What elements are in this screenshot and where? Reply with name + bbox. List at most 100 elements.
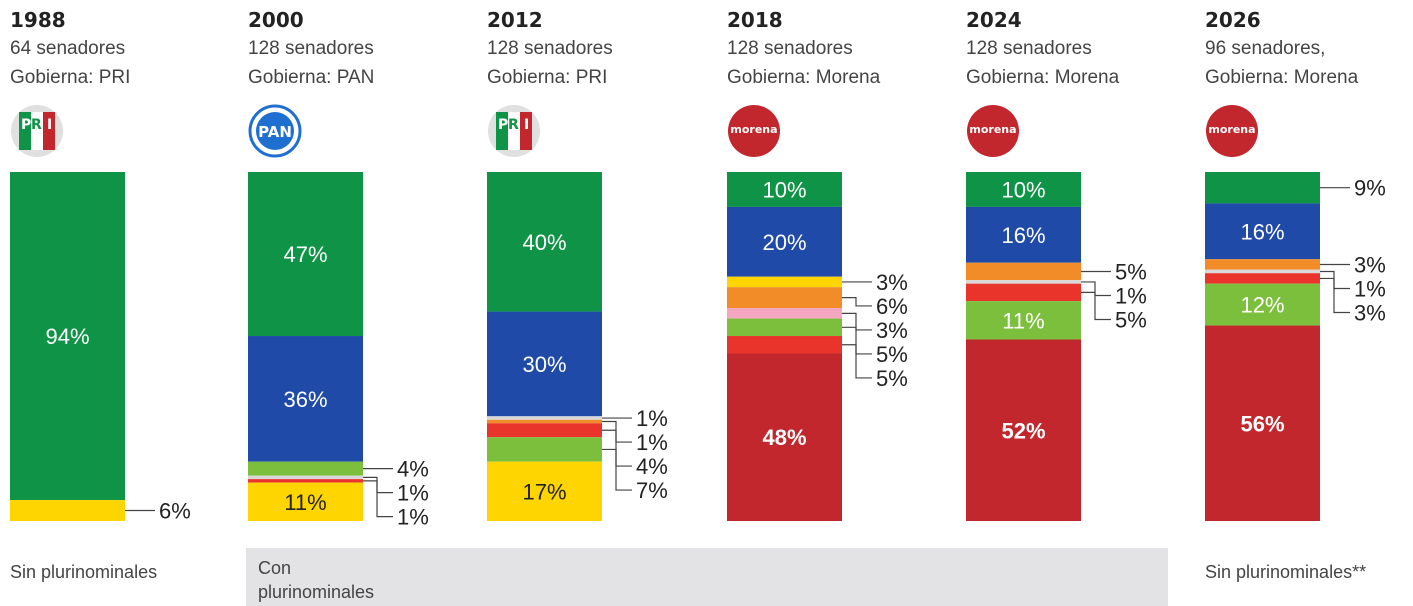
bar-segment-1988-pri — [10, 172, 125, 501]
data-label-2024-morena: 52% — [1001, 418, 1045, 443]
data-label-2012-other: 1% — [636, 406, 668, 431]
leader-line-2000-pt — [363, 480, 393, 518]
bar-segment-2000-pan — [248, 336, 363, 462]
bar-segment-2024-pan — [966, 206, 1081, 263]
bar-segment-2026-pri — [1205, 172, 1320, 204]
data-label-2024-pan: 16% — [1001, 223, 1045, 248]
bar-segment-2000-pvem — [248, 461, 363, 476]
panel-government: Gobierna: Morena — [727, 67, 881, 88]
data-label-2026-mc: 3% — [1354, 252, 1386, 277]
panel-header-1988: 1988 64 senadores Gobierna: PRI — [10, 6, 230, 92]
panel-year: 2012 — [487, 8, 543, 32]
data-label-2018-pri: 10% — [762, 177, 806, 202]
data-label-2000-pan: 36% — [283, 387, 327, 412]
bar-segment-2012-pan — [487, 311, 602, 417]
svg-text:morena: morena — [1208, 123, 1255, 136]
bar-segment-2000-pri — [248, 172, 363, 337]
leader-line-2018-mc — [842, 297, 872, 307]
data-label-2000-pvem: 4% — [397, 457, 429, 482]
data-label-2000-pri: 47% — [283, 242, 327, 267]
leader-line-2012-mc — [602, 420, 632, 443]
bar-segment-2000-prd — [248, 482, 363, 521]
data-label-2018-mc: 6% — [876, 294, 908, 319]
leader-line-2018-pvem — [842, 326, 872, 355]
data-label-2026-pvem: 12% — [1240, 293, 1284, 318]
bar-segment-2012-mc — [487, 419, 602, 424]
bar-segment-2024-pt — [966, 283, 1081, 302]
data-label-2026-pan: 16% — [1240, 219, 1284, 244]
bar-segment-2000-pt — [248, 479, 363, 483]
leader-line-2024-other — [1081, 281, 1111, 297]
bar-segment-2018-mc — [727, 287, 842, 309]
data-label-1988-prd: 6% — [159, 499, 191, 524]
bar-segment-1988-prd — [10, 500, 125, 521]
pri-logo-icon: P R I — [488, 105, 540, 157]
data-label-2012-pt: 4% — [636, 454, 668, 479]
note-sin-plurinominales-2026: Sin plurinominales** — [1205, 562, 1367, 582]
bar-segment-2018-pes — [727, 308, 842, 319]
bar-segment-2026-morena — [1205, 325, 1320, 521]
data-label-1988-pri: 94% — [45, 324, 89, 349]
bar-segment-2024-mc — [966, 262, 1081, 281]
svg-text:PAN: PAN — [258, 123, 292, 141]
panel-year: 2000 — [248, 8, 304, 32]
leader-line-2026-pt — [1320, 277, 1350, 314]
data-label-2012-pan: 30% — [522, 352, 566, 377]
leader-line-2012-pvem — [602, 448, 632, 491]
leader-line-2024-pt — [1081, 291, 1111, 321]
pan-logo-icon: PAN — [248, 104, 302, 158]
data-label-2012-pvem: 7% — [636, 478, 668, 503]
bar-segment-2012-pri — [487, 172, 602, 312]
bar-segment-2026-other — [1205, 269, 1320, 274]
bar-segment-2024-other — [966, 280, 1081, 284]
svg-text:I: I — [524, 117, 529, 133]
data-label-2018-prd: 3% — [876, 270, 908, 295]
data-label-2018-pvem: 5% — [876, 342, 908, 367]
data-label-2012-mc: 1% — [636, 430, 668, 455]
data-label-2018-pt: 5% — [876, 366, 908, 391]
bar-segment-2012-pt — [487, 423, 602, 438]
leader-line-2018-pt — [842, 344, 872, 379]
data-label-2024-pri: 10% — [1001, 177, 1045, 202]
panel-seats: 128 senadores — [487, 38, 613, 59]
leader-line-2018-pes — [842, 312, 872, 331]
plurinominales-band — [246, 548, 1168, 606]
panel-year: 2024 — [966, 8, 1022, 32]
bar-segment-2018-pan — [727, 206, 842, 277]
panel-header-2018: 2018 128 senadores Gobierna: Morena — [727, 6, 947, 92]
bar-segment-2024-pri — [966, 172, 1081, 207]
panel-government: Gobierna: PAN — [248, 67, 375, 88]
bar-segment-2024-pvem — [966, 301, 1081, 340]
panel-government: Gobierna: Morena — [1205, 67, 1359, 88]
bar-segment-2026-pt — [1205, 273, 1320, 284]
bar-segment-2018-pvem — [727, 318, 842, 337]
data-label-2024-other: 1% — [1115, 283, 1147, 308]
bar-segment-2000-other — [248, 475, 363, 480]
panel-header-2012: 2012 128 senadores Gobierna: PRI — [487, 6, 707, 92]
data-label-2026-morena: 56% — [1240, 411, 1284, 436]
bar-segment-2012-prd — [487, 461, 602, 521]
data-label-2026-other: 1% — [1354, 276, 1386, 301]
panel-seats: 64 senadores — [10, 38, 126, 59]
note-con-plurinominales: Con plurinominales — [258, 558, 375, 602]
bar-segment-2026-pvem — [1205, 283, 1320, 326]
data-label-2018-pan: 20% — [762, 230, 806, 255]
bar-segment-2024-morena — [966, 339, 1081, 521]
leader-line-2012-pt — [602, 429, 632, 467]
data-label-2018-pes: 3% — [876, 318, 908, 343]
panel-year: 2026 — [1205, 8, 1261, 32]
morena-logo-icon: morena — [1206, 105, 1258, 157]
bar-segment-2012-pvem — [487, 437, 602, 462]
bar-segment-2026-pan — [1205, 203, 1320, 260]
data-label-2024-pt: 5% — [1115, 307, 1147, 332]
panel-header-2000: 2000 128 senadores Gobierna: PAN — [248, 6, 468, 92]
panel-government: Gobierna: PRI — [487, 67, 608, 88]
panel-seats: 128 senadores — [248, 38, 374, 59]
data-label-2026-pri: 9% — [1354, 176, 1386, 201]
morena-logo-icon: morena — [967, 105, 1019, 157]
panel-header-2024: 2024 128 senadores Gobierna: Morena — [966, 6, 1186, 92]
data-label-2018-morena: 48% — [762, 425, 806, 450]
bar-segment-2012-other — [487, 416, 602, 420]
panel-seats: 128 senadores — [727, 38, 853, 59]
